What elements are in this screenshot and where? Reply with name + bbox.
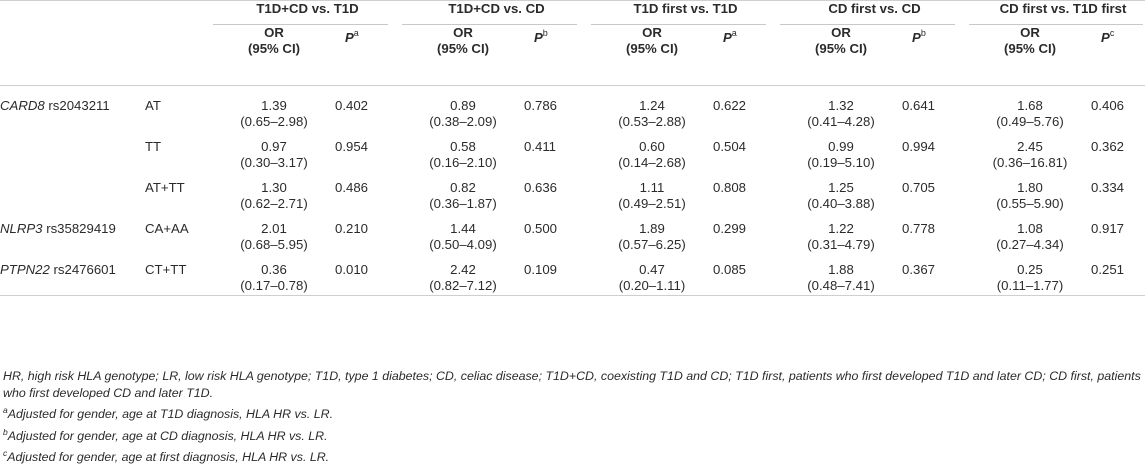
or-ci-header: OR (95% CI) (625, 25, 679, 56)
gene-snp-cell (0, 132, 145, 173)
or-ci-cell: 1.08 (0.27–4.34) (996, 221, 1064, 252)
p-value-cell: 0.109 (524, 262, 558, 277)
p-value-cell: 0.622 (713, 98, 747, 113)
or-ci-cell: 0.25 (0.11–1.77) (996, 262, 1064, 293)
p-value-cell: 0.500 (524, 221, 558, 236)
p-value-cell: 0.778 (902, 221, 936, 236)
or-ci-cell: 0.82 (0.36–1.87) (429, 180, 497, 211)
table-row: NLRP3 rs35829419 CA+AA 2.01 (0.68–5.95) 0.21… (0, 214, 1145, 255)
group-header-row: T1D+CD vs. T1D T1D+CD vs. CD T1D first v… (0, 0, 1145, 25)
group-header: CD first vs. CD (780, 0, 970, 25)
group-header: CD first vs. T1D first (969, 0, 1145, 25)
or-ci-cell: 1.88 (0.48–7.41) (807, 262, 875, 293)
footnote-c: cAdjusted for gender, age at first diagn… (3, 447, 330, 464)
or-ci-cell: 0.97 (0.30–3.17) (240, 139, 308, 170)
or-ci-cell: 1.80 (0.55–5.90) (996, 180, 1064, 211)
p-value-cell: 0.954 (335, 139, 369, 154)
abbreviations-note: HR, high risk HLA genotype; LR, low risk… (3, 369, 1141, 401)
or-ci-cell: 1.25 (0.40–3.88) (807, 180, 875, 211)
genotype-cell: TT (145, 139, 162, 154)
or-ci-cell: 0.47 (0.20–1.11) (618, 262, 686, 293)
p-value-cell: 0.486 (335, 180, 369, 195)
genotype-cell: CT+TT (145, 262, 187, 277)
or-ci-header: OR (95% CI) (1004, 25, 1057, 56)
p-value-cell: 0.411 (524, 139, 557, 154)
or-ci-cell: 0.58 (0.16–2.10) (429, 139, 497, 170)
p-value-cell: 0.705 (902, 180, 936, 195)
p-value-cell: 0.210 (335, 221, 369, 236)
or-ci-cell: 2.42 (0.82–7.12) (429, 262, 497, 293)
p-value-cell: 0.010 (335, 262, 369, 277)
genotype-cell: CA+AA (145, 221, 189, 236)
p-value-cell: 0.917 (1091, 221, 1125, 236)
or-ci-cell: 1.22 (0.31–4.79) (807, 221, 875, 252)
gene-snp-cell: PTPN22 rs2476601 (0, 255, 145, 296)
table-row: TT 0.97 (0.30–3.17) 0.954 0.58 (0.16–2.10) 0.4… (0, 132, 1145, 173)
group-header: T1D+CD vs. T1D (213, 0, 402, 25)
genotype-cell: AT+TT (145, 180, 185, 195)
or-ci-header: OR (95% CI) (815, 25, 868, 56)
p-value-cell: 0.786 (524, 98, 558, 113)
snp-id: rs35829419 (46, 221, 116, 236)
footnote-b: bAdjusted for gender, age at CD diagnosi… (3, 426, 328, 443)
p-value-cell: 0.994 (902, 139, 936, 154)
footnote-a: aAdjusted for gender, age at T1D diagnos… (3, 405, 334, 422)
column-header-row: OR (95% CI) Pa OR (95% CI) Pb OR (95% CI) Pa OR (9… (0, 25, 1145, 86)
p-value-header: Pc (1101, 28, 1115, 45)
or-ci-cell: 1.68 (0.49–5.76) (996, 98, 1064, 129)
p-value-cell: 0.299 (713, 221, 747, 236)
p-value-cell: 0.808 (713, 180, 747, 195)
gene-name: PTPN22 (0, 262, 50, 277)
or-ci-cell: 0.36 (0.17–0.78) (240, 262, 308, 293)
table-row: AT+TT 1.30 (0.62–2.71) 0.486 0.82 (0.36–1.87)… (0, 173, 1145, 214)
or-ci-cell: 0.60 (0.14–2.68) (618, 139, 686, 170)
p-value-cell: 0.367 (902, 262, 936, 277)
gene-name: CARD8 (0, 98, 45, 113)
or-ci-header: OR (95% CI) (247, 25, 301, 56)
p-value-cell: 0.504 (713, 139, 747, 154)
or-ci-cell: 1.44 (0.50–4.09) (429, 221, 497, 252)
gene-snp-cell (0, 173, 145, 214)
gene-name: NLRP3 (0, 221, 43, 236)
p-value-cell: 0.085 (713, 262, 747, 277)
p-value-cell: 0.362 (1091, 139, 1125, 154)
odds-ratio-table: T1D+CD vs. T1D T1D+CD vs. CD T1D first v… (0, 0, 1145, 296)
p-value-cell: 0.334 (1091, 180, 1125, 195)
or-ci-cell: 1.39 (0.65–2.98) (240, 98, 308, 129)
or-ci-cell: 1.30 (0.62–2.71) (240, 180, 308, 211)
or-ci-cell: 1.32 (0.41–4.28) (807, 98, 875, 129)
or-ci-cell: 0.89 (0.38–2.09) (429, 98, 497, 129)
snp-id: rs2043211 (48, 98, 110, 113)
or-ci-cell: 1.11 (0.49–2.51) (618, 180, 686, 211)
p-value-cell: 0.402 (335, 98, 369, 113)
table-footnotes: HR, high risk HLA genotype; LR, low risk… (3, 368, 1141, 466)
or-ci-cell: 1.89 (0.57–6.25) (618, 221, 686, 252)
group-header: T1D+CD vs. CD (402, 0, 591, 25)
p-value-header: Pa (723, 28, 737, 45)
gene-snp-cell: NLRP3 rs35829419 (0, 214, 145, 255)
genotype-cell: AT (145, 98, 161, 113)
p-value-header: Pa (345, 28, 359, 45)
p-value-cell: 0.251 (1091, 262, 1125, 277)
p-value-cell: 0.641 (902, 98, 936, 113)
p-value-cell: 0.636 (524, 180, 558, 195)
or-ci-cell: 1.24 (0.53–2.88) (618, 98, 686, 129)
gene-snp-cell: CARD8 rs2043211 (0, 86, 145, 133)
p-value-header: Pb (534, 28, 548, 45)
p-value-header: Pb (912, 28, 926, 45)
or-ci-header: OR (95% CI) (436, 25, 490, 56)
or-ci-cell: 2.01 (0.68–5.95) (240, 221, 308, 252)
or-ci-cell: 0.99 (0.19–5.10) (807, 139, 875, 170)
snp-id: rs2476601 (53, 262, 116, 277)
table-row: PTPN22 rs2476601 CT+TT 0.36 (0.17–0.78) 0.01… (0, 255, 1145, 296)
table-body: CARD8 rs2043211 AT 1.39 (0.65–2.98) 0.402 0.8… (0, 86, 1145, 296)
or-ci-cell: 2.45 (0.36–16.81) (992, 139, 1068, 170)
p-value-cell: 0.406 (1091, 98, 1125, 113)
group-header: T1D first vs. T1D (591, 0, 781, 25)
table-row: CARD8 rs2043211 AT 1.39 (0.65–2.98) 0.402 0.8… (0, 86, 1145, 133)
